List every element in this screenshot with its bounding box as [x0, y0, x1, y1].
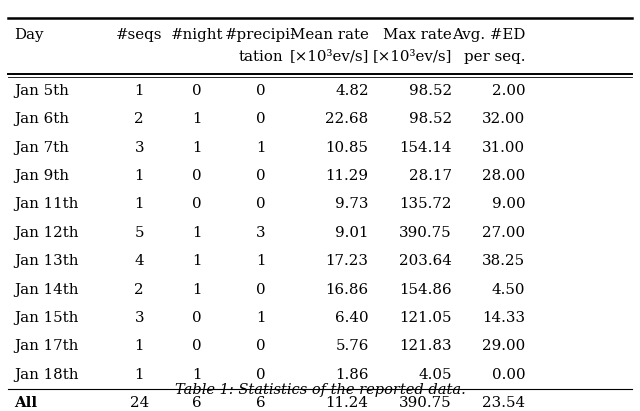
- Text: [×10³ev/s]: [×10³ev/s]: [372, 49, 452, 64]
- Text: Jan 13th: Jan 13th: [14, 254, 79, 268]
- Text: 0: 0: [192, 84, 202, 98]
- Text: Jan 18th: Jan 18th: [14, 367, 79, 382]
- Text: 6.40: 6.40: [335, 311, 369, 325]
- Text: 31.00: 31.00: [483, 141, 525, 155]
- Text: 3: 3: [256, 226, 266, 240]
- Text: #seqs: #seqs: [116, 28, 163, 42]
- Text: 27.00: 27.00: [483, 226, 525, 240]
- Text: #precipi-: #precipi-: [225, 28, 296, 42]
- Text: 0: 0: [192, 169, 202, 183]
- Text: 98.52: 98.52: [409, 84, 452, 98]
- Text: 5.76: 5.76: [335, 339, 369, 353]
- Text: 4.05: 4.05: [419, 367, 452, 382]
- Text: 1: 1: [134, 169, 144, 183]
- Text: 0: 0: [192, 311, 202, 325]
- Text: 121.83: 121.83: [399, 339, 452, 353]
- Text: 154.86: 154.86: [399, 282, 452, 297]
- Text: 0: 0: [256, 339, 266, 353]
- Text: 1.86: 1.86: [335, 367, 369, 382]
- Text: 16.86: 16.86: [326, 282, 369, 297]
- Text: 154.14: 154.14: [399, 141, 452, 155]
- Text: 32.00: 32.00: [482, 112, 525, 127]
- Text: 1: 1: [134, 339, 144, 353]
- Text: 10.85: 10.85: [326, 141, 369, 155]
- Text: 1: 1: [192, 141, 202, 155]
- Text: 29.00: 29.00: [482, 339, 525, 353]
- Text: 6: 6: [256, 396, 266, 410]
- Text: 0: 0: [256, 169, 266, 183]
- Text: Jan 17th: Jan 17th: [14, 339, 79, 353]
- Text: 1: 1: [256, 254, 266, 268]
- Text: Mean rate: Mean rate: [290, 28, 369, 42]
- Text: 38.25: 38.25: [483, 254, 525, 268]
- Text: All: All: [14, 396, 37, 410]
- Text: 2: 2: [134, 112, 144, 127]
- Text: 3: 3: [134, 311, 144, 325]
- Text: 1: 1: [192, 226, 202, 240]
- Text: 0: 0: [256, 367, 266, 382]
- Text: Day: Day: [14, 28, 44, 42]
- Text: 390.75: 390.75: [399, 226, 452, 240]
- Text: 17.23: 17.23: [326, 254, 369, 268]
- Text: 1: 1: [134, 84, 144, 98]
- Text: Jan 6th: Jan 6th: [14, 112, 69, 127]
- Text: Max rate: Max rate: [383, 28, 452, 42]
- Text: 28.17: 28.17: [409, 169, 452, 183]
- Text: 1: 1: [192, 367, 202, 382]
- Text: Jan 14th: Jan 14th: [14, 282, 79, 297]
- Text: 0: 0: [256, 112, 266, 127]
- Text: Jan 15th: Jan 15th: [14, 311, 79, 325]
- Text: 1: 1: [134, 367, 144, 382]
- Text: 11.24: 11.24: [326, 396, 369, 410]
- Text: 135.72: 135.72: [399, 197, 452, 212]
- Text: Jan 12th: Jan 12th: [14, 226, 79, 240]
- Text: 1: 1: [256, 311, 266, 325]
- Text: 0.00: 0.00: [492, 367, 525, 382]
- Text: 9.01: 9.01: [335, 226, 369, 240]
- Text: 24: 24: [129, 396, 149, 410]
- Text: Table 1: Statistics of the reported data.: Table 1: Statistics of the reported data…: [175, 383, 465, 397]
- Text: 1: 1: [192, 254, 202, 268]
- Text: 4: 4: [134, 254, 144, 268]
- Text: 9.00: 9.00: [492, 197, 525, 212]
- Text: 1: 1: [134, 197, 144, 212]
- Text: 0: 0: [192, 197, 202, 212]
- Text: 1: 1: [256, 141, 266, 155]
- Text: Avg. #ED: Avg. #ED: [452, 28, 525, 42]
- Text: Jan 5th: Jan 5th: [14, 84, 69, 98]
- Text: 0: 0: [256, 197, 266, 212]
- Text: Jan 11th: Jan 11th: [14, 197, 79, 212]
- Text: 390.75: 390.75: [399, 396, 452, 410]
- Text: 4.82: 4.82: [335, 84, 369, 98]
- Text: 1: 1: [192, 282, 202, 297]
- Text: 0: 0: [256, 84, 266, 98]
- Text: 4.50: 4.50: [492, 282, 525, 297]
- Text: 11.29: 11.29: [326, 169, 369, 183]
- Text: per seq.: per seq.: [464, 49, 525, 64]
- Text: 6: 6: [192, 396, 202, 410]
- Text: #night: #night: [170, 28, 223, 42]
- Text: 23.54: 23.54: [483, 396, 525, 410]
- Text: 3: 3: [134, 141, 144, 155]
- Text: Jan 9th: Jan 9th: [14, 169, 69, 183]
- Text: 0: 0: [256, 282, 266, 297]
- Text: 98.52: 98.52: [409, 112, 452, 127]
- Text: 1: 1: [192, 112, 202, 127]
- Text: Jan 7th: Jan 7th: [14, 141, 69, 155]
- Text: 5: 5: [134, 226, 144, 240]
- Text: 121.05: 121.05: [399, 311, 452, 325]
- Text: tation: tation: [239, 49, 283, 64]
- Text: [×10³ev/s]: [×10³ev/s]: [289, 49, 369, 64]
- Text: 28.00: 28.00: [482, 169, 525, 183]
- Text: 2: 2: [134, 282, 144, 297]
- Text: 203.64: 203.64: [399, 254, 452, 268]
- Text: 9.73: 9.73: [335, 197, 369, 212]
- Text: 0: 0: [192, 339, 202, 353]
- Text: 14.33: 14.33: [483, 311, 525, 325]
- Text: 22.68: 22.68: [325, 112, 369, 127]
- Text: 2.00: 2.00: [492, 84, 525, 98]
